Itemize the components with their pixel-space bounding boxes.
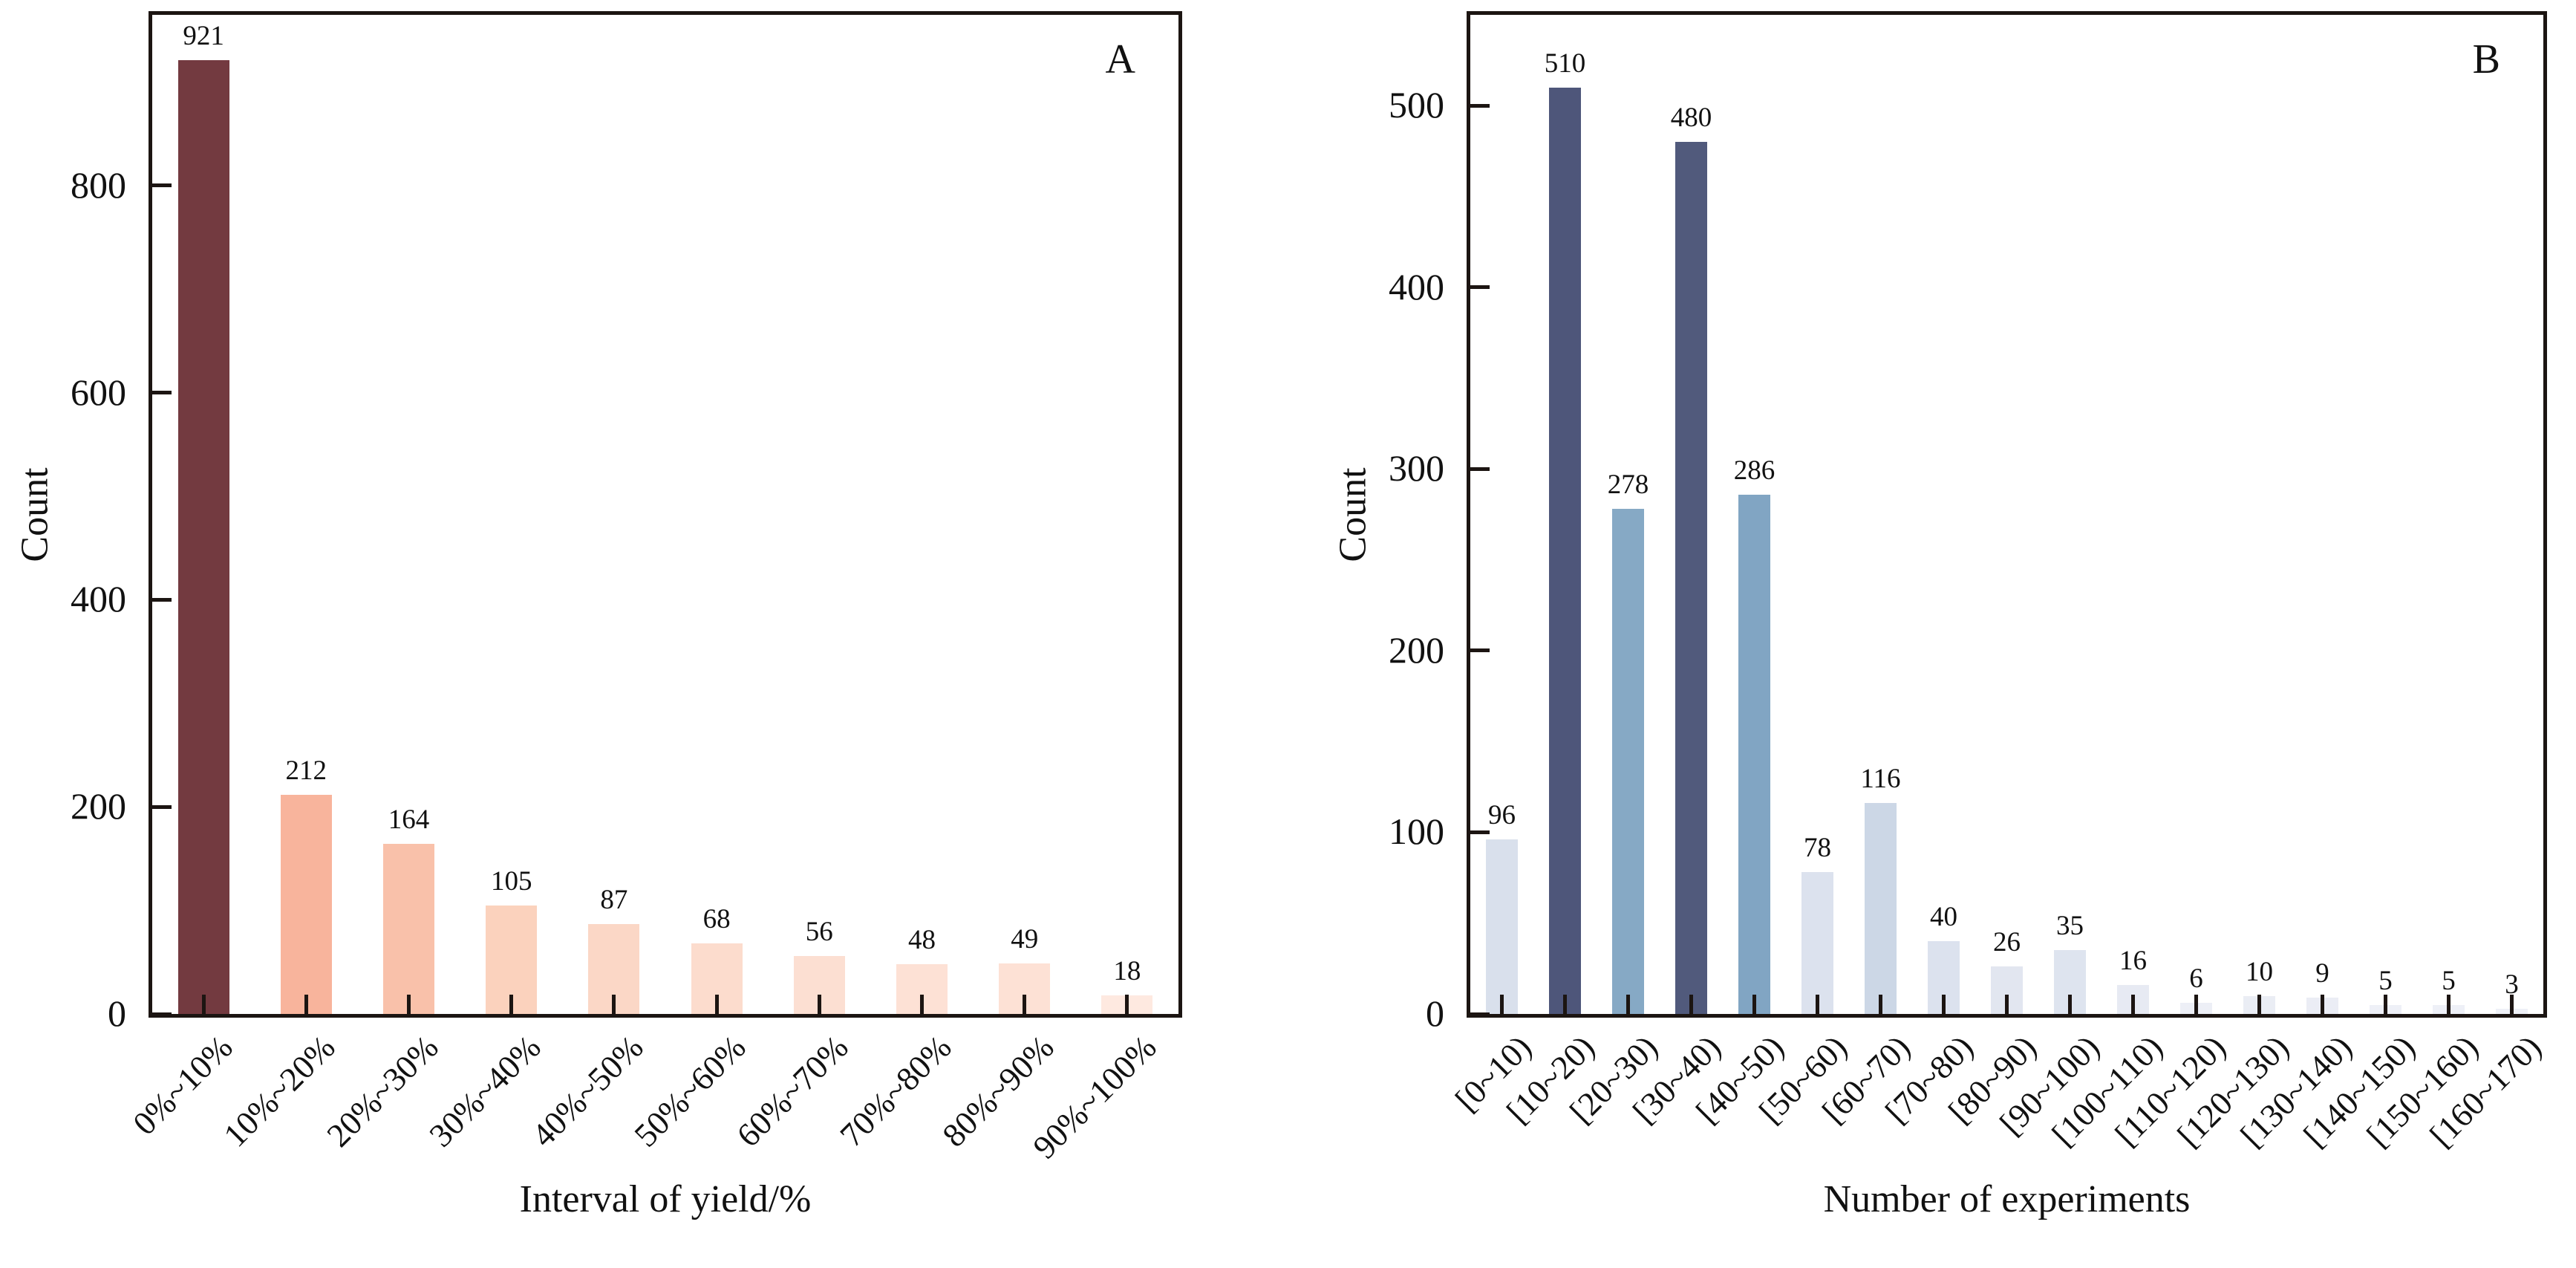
y-tick-label: 200	[71, 785, 126, 828]
bar	[177, 60, 229, 1014]
bar-value-label: 26	[1993, 927, 2021, 958]
x-tick	[1563, 995, 1567, 1014]
bar-value-label: 105	[490, 865, 532, 897]
bar-value-label: 56	[805, 916, 833, 947]
panel-letter-b: B	[2472, 36, 2500, 82]
x-tick	[1879, 995, 1882, 1014]
x-tick	[2510, 995, 2514, 1014]
bar	[1865, 803, 1897, 1014]
bar-value-label: 48	[908, 925, 936, 956]
bar-value-label: 49	[1011, 923, 1039, 955]
bar-value-label: 35	[2056, 911, 2084, 942]
bar-value-label: 96	[1488, 800, 1516, 831]
y-tick	[152, 804, 172, 809]
x-tick	[2321, 995, 2324, 1014]
x-tick	[1023, 995, 1027, 1014]
bar-value-label: 212	[285, 755, 327, 786]
bar	[382, 844, 435, 1014]
bar-value-label: 5	[2378, 965, 2393, 996]
y-tick-label: 600	[71, 371, 126, 413]
bar-value-label: 286	[1733, 455, 1776, 486]
x-axis-title-b: Number of experiments	[1823, 1178, 2191, 1220]
x-tick	[1689, 995, 1693, 1014]
x-tick	[1752, 995, 1756, 1014]
x-axis-title-a: Interval of yield/%	[519, 1178, 812, 1220]
y-tick	[1470, 648, 1490, 653]
bar-value-label: 78	[1804, 833, 1831, 864]
bar	[1612, 509, 1644, 1014]
y-tick	[1470, 466, 1490, 471]
x-tick	[1626, 995, 1630, 1014]
bar-value-label: 18	[1113, 955, 1141, 986]
x-tick	[612, 995, 616, 1014]
bar-value-label: 921	[183, 21, 224, 52]
x-tick	[2131, 995, 2135, 1014]
x-tick	[201, 995, 206, 1014]
bar-value-label: 5	[2442, 965, 2456, 996]
bar-value-label: 510	[1544, 48, 1586, 79]
bar	[1486, 839, 1518, 1014]
plot-area-a: Count A Interval of yield/% 921 0%~10% 212…	[14, 11, 1182, 1220]
y-tick-label: 400	[71, 578, 126, 620]
y-tick-label: 100	[1389, 810, 1444, 853]
x-tick	[714, 995, 719, 1014]
y-tick-label: 400	[1389, 265, 1444, 308]
bar-value-label: 68	[702, 904, 731, 935]
x-tick	[2384, 995, 2387, 1014]
y-tick	[152, 1012, 172, 1016]
y-tick-label: 0	[108, 992, 126, 1034]
bar-value-label: 3	[2505, 969, 2519, 1000]
y-tick	[152, 391, 172, 395]
y-tick	[1470, 830, 1490, 834]
x-tick	[1125, 995, 1129, 1014]
bar-value-label: 164	[388, 804, 430, 836]
bar-value-label: 480	[1670, 103, 1712, 134]
y-tick-label: 0	[1426, 992, 1444, 1034]
bar-value-label: 10	[2246, 956, 2273, 987]
y-tick	[1470, 1012, 1490, 1016]
panel-letter-a: A	[1105, 36, 1135, 82]
bar	[1801, 872, 1833, 1014]
bar-value-label: 16	[2119, 945, 2147, 976]
x-tick	[304, 995, 308, 1014]
y-tick	[1470, 285, 1490, 290]
x-tick	[509, 995, 514, 1014]
x-tick	[2194, 995, 2198, 1014]
y-tick-label: 300	[1389, 447, 1444, 490]
x-tick	[2005, 995, 2009, 1014]
y-tick	[1470, 103, 1490, 108]
y-tick-label: 200	[1389, 628, 1444, 671]
bar-value-label: 40	[1930, 902, 1957, 933]
x-tick	[1942, 995, 1946, 1014]
y-tick	[152, 597, 172, 602]
bar-value-label: 6	[2189, 963, 2203, 995]
y-tick-label: 800	[71, 163, 126, 206]
bar-value-label: 9	[2315, 958, 2329, 989]
bar-value-label: 278	[1607, 469, 1649, 501]
x-tick	[920, 995, 924, 1014]
y-tick-label: 500	[1389, 84, 1444, 126]
y-tick	[152, 183, 172, 188]
x-tick	[1816, 995, 1819, 1014]
bar	[1549, 87, 1581, 1014]
x-tick	[2068, 995, 2072, 1014]
bar-value-label: 87	[600, 884, 628, 915]
bar	[1675, 142, 1707, 1014]
x-tick	[407, 995, 411, 1014]
bar	[280, 794, 332, 1014]
x-tick	[2257, 995, 2261, 1014]
x-tick	[1500, 995, 1504, 1014]
bar-value-label: 116	[1860, 764, 1901, 795]
bar	[1738, 494, 1770, 1014]
y-axis-title-a: Count	[13, 466, 56, 562]
x-tick	[817, 995, 821, 1014]
x-tick	[2447, 995, 2451, 1014]
plot-area-b: Count B Number of experiments 96 [0~10) 51…	[1332, 11, 2548, 1220]
